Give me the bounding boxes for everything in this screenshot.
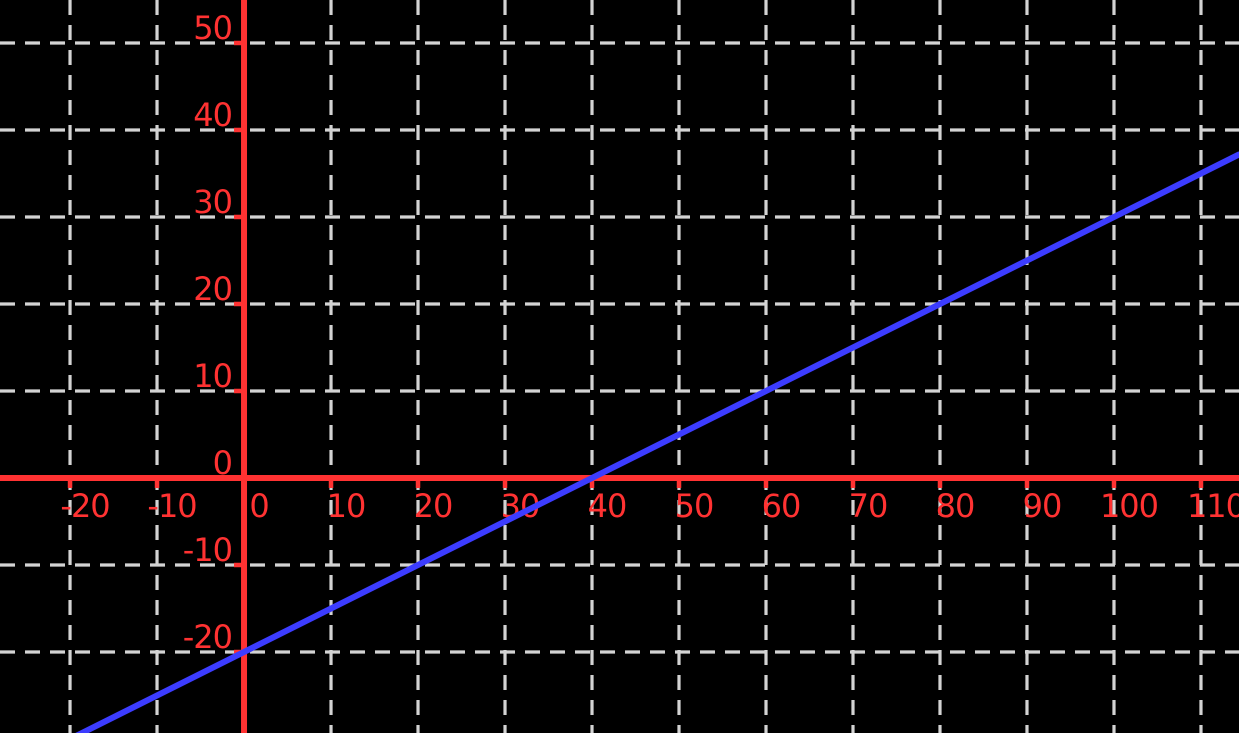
x-tick-label: 70 (849, 487, 888, 525)
x-tick-label: 90 (1023, 487, 1062, 525)
x-tick-label: 110 (1187, 487, 1239, 525)
y-tick-label: -10 (183, 531, 232, 569)
x-tick-label: 50 (675, 487, 714, 525)
y-tick-label: 10 (193, 357, 232, 395)
x-tick-label: 80 (936, 487, 975, 525)
y-tick-label: 50 (193, 9, 232, 47)
y-tick-label: -20 (183, 618, 232, 656)
y-tick-label: 30 (193, 183, 232, 221)
x-tick-label: 40 (588, 487, 627, 525)
data-line (75, 151, 1239, 733)
y-tick-label: 40 (193, 96, 232, 134)
x-tick-label: -20 (60, 487, 109, 525)
x-tick-label: -10 (147, 487, 196, 525)
x-tick-label: 60 (762, 487, 801, 525)
x-tick-label: 20 (414, 487, 453, 525)
y-tick-label: 20 (193, 270, 232, 308)
y-tick-label: 0 (213, 444, 232, 482)
x-tick-label: 0 (249, 487, 268, 525)
x-tick-label: 100 (1100, 487, 1158, 525)
x-tick-label: 10 (327, 487, 366, 525)
